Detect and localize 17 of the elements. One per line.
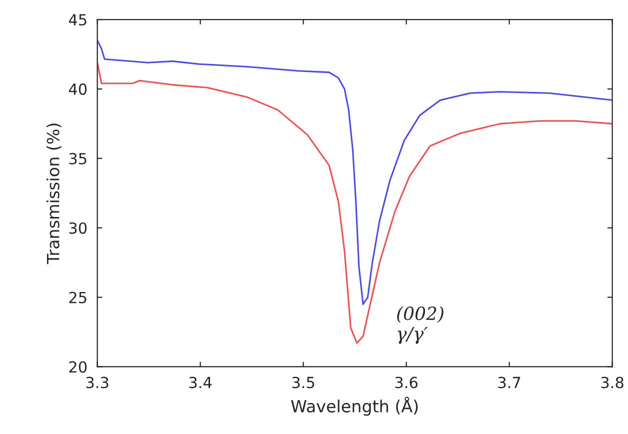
y-tick-label: 35: [69, 152, 86, 164]
x-tick-label: 3.5: [292, 376, 314, 388]
x-tick-label: 3.7: [498, 376, 520, 388]
x-tick-label: 3.8: [601, 376, 624, 388]
x-tick-label: 3.3: [86, 376, 108, 388]
y-axis-title: Transmission (%): [46, 124, 62, 264]
x-tick-label: 3.6: [395, 376, 418, 388]
y-tick-label: 45: [68, 14, 86, 26]
line-series: [97, 62, 612, 344]
x-axis-title: Wavelength (Å): [291, 396, 418, 416]
annotation: (002) γ/γ′: [397, 306, 444, 344]
y-tick-label: 30: [69, 222, 87, 234]
line-series: [97, 40, 612, 305]
y-tick-label: 25: [69, 292, 86, 304]
y-tick-label: 40: [68, 83, 87, 95]
y-tick-label: 20: [69, 361, 87, 373]
x-tick-label: 3.4: [189, 376, 212, 388]
